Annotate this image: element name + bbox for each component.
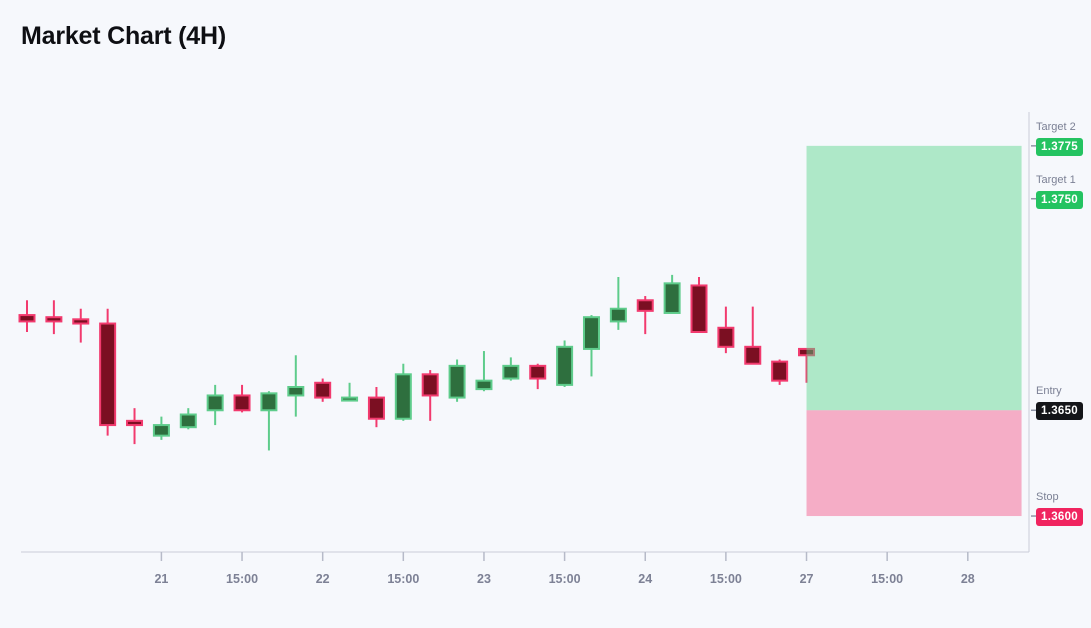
x-tick-label: 21 [154,572,168,586]
price-tag-target1: Target 1 1.3750 [1036,174,1090,209]
x-tick-label: 15:00 [226,572,258,586]
loss-zone [806,410,1022,517]
candle-body [771,360,789,382]
x-tick-label: 23 [477,572,491,586]
price-badge: 1.3650 [1036,402,1083,421]
price-badge: 1.3775 [1036,137,1083,156]
candle-body [448,364,466,399]
x-axis-ticks: 21 15:00 22 15:00 23 15:00 24 15:00 27 15:00 28 [154,552,975,586]
price-tag-stop: Stop 1.3600 [1036,491,1090,527]
candle-body [556,345,574,386]
axes [21,112,1030,553]
candle-body [421,373,439,397]
candle-body [206,394,224,412]
candle-body [636,299,654,312]
candle-body [744,345,762,365]
x-tick-label: 15:00 [710,572,742,586]
price-line-label: Target 1 [1036,173,1076,186]
candles [18,274,816,451]
candle-body [367,396,385,420]
candle-body [394,373,412,420]
price-line-label: Target 2 [1036,120,1076,133]
candle-body [609,307,627,323]
candle-body [99,322,117,427]
x-tick-label: 28 [961,572,975,586]
price-badge: 1.3600 [1036,508,1083,527]
candle-body [663,282,681,314]
candle-body [179,413,197,429]
candle-body [717,326,735,348]
candle-body [502,364,520,380]
candle-body [314,381,332,399]
price-tag-entry: Entry 1.3650 [1036,385,1090,421]
x-tick-label: 15:00 [387,572,419,586]
x-tick-label: 15:00 [549,572,581,586]
price-tag-target2: Target 2 1.3775 [1036,121,1090,156]
candle-body [260,392,278,412]
price-badge: 1.3750 [1036,190,1083,209]
candle-body [45,316,63,323]
price-line-label: Entry [1036,385,1062,398]
x-tick-label: 22 [316,572,330,586]
profit-zone [806,145,1022,411]
candle-body [690,284,708,334]
price-line-label: Stop [1036,491,1059,504]
candle-body [475,379,493,391]
trade-zones [806,145,1022,517]
candle-body [341,396,359,402]
x-tick-label: 27 [800,572,814,586]
candle-body [18,314,36,323]
candle-body [126,419,144,427]
x-tick-label: 15:00 [871,572,903,586]
page-title: Market Chart (4H) [21,22,226,50]
x-tick-label: 24 [638,572,652,586]
candle-body [582,316,600,350]
candle-body [529,364,547,380]
candle-body [152,424,170,437]
candle-body [72,318,90,325]
candle-body [798,347,816,357]
candle-body [233,394,251,412]
candle-body [287,386,305,397]
